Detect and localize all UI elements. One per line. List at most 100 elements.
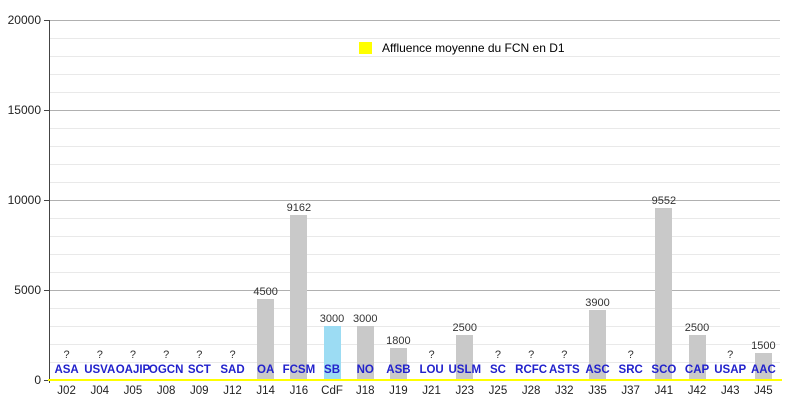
unknown-value-label: ? xyxy=(129,349,137,361)
legend-swatch-icon xyxy=(359,42,372,54)
team-label-sad: SAD xyxy=(220,364,245,376)
matchday-label-j04: J04 xyxy=(90,385,110,397)
bar-value-label: 9162 xyxy=(286,202,312,215)
team-label-sct: SCT xyxy=(187,364,211,376)
unknown-value-label: ? xyxy=(63,349,70,361)
matchday-label-j37: J37 xyxy=(621,385,640,397)
bar-value-label: 4500 xyxy=(253,286,278,298)
matchday-label-j41: J41 xyxy=(654,385,674,397)
y-axis-tick-label: 20000 xyxy=(7,13,41,27)
matchday-label-j19: J19 xyxy=(389,385,408,397)
unknown-value-label: ? xyxy=(196,349,203,361)
bar-value-label: 9552 xyxy=(651,195,677,208)
y-axis-tick xyxy=(44,290,50,291)
team-label-aac: AAC xyxy=(750,364,776,376)
bar-value-label: 3000 xyxy=(319,313,345,325)
y-axis-tick xyxy=(44,380,50,381)
matchday-label-j14: J14 xyxy=(256,385,275,397)
unknown-value-label: ? xyxy=(528,349,535,361)
legend-label: Affluence moyenne du FCN en D1 xyxy=(382,41,565,55)
team-label-oajip: OAJIP xyxy=(115,364,151,376)
matchday-label-j23: J23 xyxy=(455,385,475,397)
unknown-value-label: ? xyxy=(627,349,634,361)
chart-legend: Affluence moyenne du FCN en D1 xyxy=(356,40,568,56)
matchday-label-j02: J02 xyxy=(57,385,76,397)
bar-value-label: 2500 xyxy=(452,322,478,334)
bar-asb xyxy=(389,347,407,380)
team-label-usva: USVA xyxy=(84,364,116,376)
bar-aac xyxy=(754,353,772,380)
team-label-oa: OA xyxy=(257,364,275,376)
bar-value-label: 3900 xyxy=(585,296,610,309)
unknown-value-label: ? xyxy=(561,349,568,361)
gridline-minor xyxy=(50,236,780,237)
gridline-major xyxy=(50,20,780,21)
team-label-fcsm: FCSM xyxy=(282,364,316,376)
bar-oa xyxy=(257,299,275,380)
y-axis-tick-label: 0 xyxy=(34,373,41,387)
matchday-label-j08: J08 xyxy=(156,385,176,397)
team-label-sc: SC xyxy=(489,364,506,376)
gridline-minor xyxy=(50,272,780,273)
bar-no xyxy=(356,326,374,380)
unknown-value-label: ? xyxy=(96,349,103,361)
matchday-label-j45: J45 xyxy=(754,385,773,397)
team-label-asts: ASTS xyxy=(548,364,580,376)
team-label-lou: LOU xyxy=(419,364,444,376)
gridline-minor xyxy=(50,308,780,309)
gridline-minor xyxy=(50,218,780,219)
y-axis-tick xyxy=(44,110,50,111)
gridline-minor xyxy=(50,326,780,327)
bar-sco xyxy=(655,208,673,380)
matchday-label-j21: J21 xyxy=(422,385,441,397)
team-label-src: SRC xyxy=(618,364,643,376)
gridline-minor xyxy=(50,164,780,165)
gridline-minor xyxy=(50,182,780,183)
y-axis-tick xyxy=(44,200,50,201)
bar-value-label: 1500 xyxy=(751,340,776,352)
gridline-minor xyxy=(50,128,780,129)
team-label-asc: ASC xyxy=(585,364,610,376)
bar-value-label: 1800 xyxy=(386,334,411,347)
team-label-no: NO xyxy=(356,364,374,376)
matchday-label-j43: J43 xyxy=(720,385,740,397)
gridline-minor xyxy=(50,344,780,345)
matchday-label-j25: J25 xyxy=(488,385,508,397)
matchday-label-j12: J12 xyxy=(223,385,242,397)
team-label-cap: CAP xyxy=(684,364,710,376)
bar-value-label: 3000 xyxy=(352,313,378,325)
team-label-rcfc: RCFC xyxy=(515,364,548,376)
team-label-ogcn: OGCN xyxy=(148,364,184,376)
x-axis-baseline xyxy=(48,379,782,381)
y-axis-tick xyxy=(44,20,50,21)
bar-value-label: 2500 xyxy=(684,322,710,334)
team-label-sb: SB xyxy=(324,364,341,376)
team-label-usap: USAP xyxy=(714,364,747,376)
y-axis-tick-label: 10000 xyxy=(7,193,41,207)
unknown-value-label: ? xyxy=(494,349,502,361)
gridline-major xyxy=(50,110,780,111)
unknown-value-label: ? xyxy=(229,349,236,361)
gridline-minor xyxy=(50,74,780,75)
matchday-label-j05: J05 xyxy=(123,385,143,397)
matchday-label-j42: J42 xyxy=(687,385,707,397)
bar-fcsm xyxy=(290,215,308,380)
matchday-label-j18: J18 xyxy=(355,385,375,397)
y-axis-tick-label: 15000 xyxy=(7,103,41,117)
team-label-uslm: USLM xyxy=(448,364,482,376)
unknown-value-label: ? xyxy=(163,349,170,361)
matchday-label-cdf: CdF xyxy=(321,385,343,397)
gridline-major xyxy=(50,200,780,201)
gridline-minor xyxy=(50,38,780,39)
y-axis-line xyxy=(49,20,50,383)
matchday-label-j16: J16 xyxy=(289,385,309,397)
gridline-minor xyxy=(50,362,780,363)
gridline-minor xyxy=(50,56,780,57)
gridline-minor xyxy=(50,92,780,93)
unknown-value-label: ? xyxy=(727,349,734,361)
matchday-label-j32: J32 xyxy=(555,385,574,397)
unknown-value-label: ? xyxy=(428,349,435,361)
bar-cap xyxy=(688,335,706,380)
matchday-label-j35: J35 xyxy=(588,385,607,397)
